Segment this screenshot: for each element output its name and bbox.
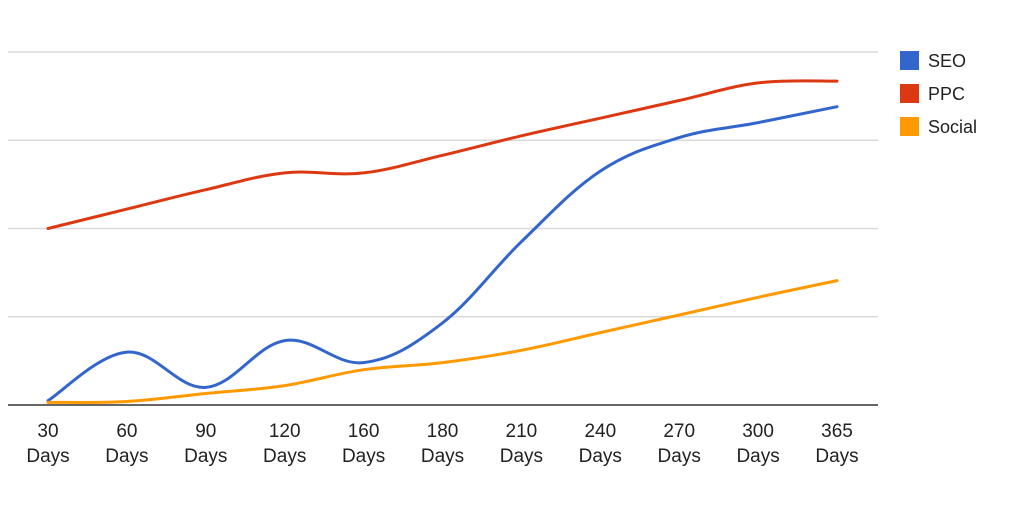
- x-tick-label-line1: 60: [116, 421, 137, 442]
- x-tick-label: 210 Days: [500, 421, 543, 467]
- x-tick-label: 120 Days: [263, 421, 306, 467]
- x-tick-label-line2: Days: [105, 446, 148, 467]
- x-tick-label: 365 Days: [815, 421, 858, 467]
- legend-item-seo: SEO: [900, 51, 966, 71]
- series-line-ppc: [46, 79, 839, 230]
- legend-label: Social: [928, 117, 977, 137]
- legend-label: SEO: [928, 51, 966, 71]
- x-tick-label: 90 Days: [184, 421, 227, 467]
- x-tick-label: 60 Days: [105, 421, 148, 467]
- x-tick-label: 270 Days: [658, 421, 701, 467]
- legend-item-ppc: PPC: [900, 84, 965, 104]
- legend-label: PPC: [928, 84, 965, 104]
- legend-swatch: [900, 117, 919, 136]
- legend: SEO PPC Social: [900, 51, 977, 137]
- series-line-seo: [46, 105, 839, 403]
- x-tick-label-line1: 270: [663, 421, 695, 442]
- x-tick-label: 240 Days: [579, 421, 622, 467]
- x-tick-label-line1: 30: [37, 421, 58, 442]
- x-tick-label-line1: 90: [195, 421, 216, 442]
- x-tick-label-line2: Days: [736, 446, 779, 467]
- x-axis-tick-labels: 30Days60Days90Days120Days160Days180Days2…: [26, 421, 858, 467]
- x-tick-label-line1: 210: [506, 421, 538, 442]
- x-tick-label: 180 Days: [421, 421, 464, 467]
- x-tick-label-line2: Days: [815, 446, 858, 467]
- x-tick-label: 160 Days: [342, 421, 385, 467]
- x-tick-label-line1: 180: [427, 421, 459, 442]
- legend-swatch: [900, 51, 919, 70]
- series-lines: [46, 79, 839, 404]
- x-tick-label-line1: 160: [348, 421, 380, 442]
- x-tick-label-line2: Days: [500, 446, 543, 467]
- series-line-social: [46, 279, 839, 404]
- x-tick-label-line1: 240: [584, 421, 616, 442]
- gridlines: [8, 51, 878, 318]
- legend-swatch: [900, 84, 919, 103]
- x-tick-label-line2: Days: [184, 446, 227, 467]
- x-tick-label: 30 Days: [26, 421, 69, 467]
- x-tick-label-line1: 300: [742, 421, 774, 442]
- x-tick-label-line1: 120: [269, 421, 301, 442]
- legend-item-social: Social: [900, 117, 977, 137]
- x-tick-label-line2: Days: [658, 446, 701, 467]
- x-tick-label: 300 Days: [736, 421, 779, 467]
- x-tick-label-line1: 365: [821, 421, 853, 442]
- x-tick-label-line2: Days: [26, 446, 69, 467]
- x-tick-label-line2: Days: [342, 446, 385, 467]
- x-tick-label-line2: Days: [421, 446, 464, 467]
- x-tick-label-line2: Days: [579, 446, 622, 467]
- x-tick-label-line2: Days: [263, 446, 306, 467]
